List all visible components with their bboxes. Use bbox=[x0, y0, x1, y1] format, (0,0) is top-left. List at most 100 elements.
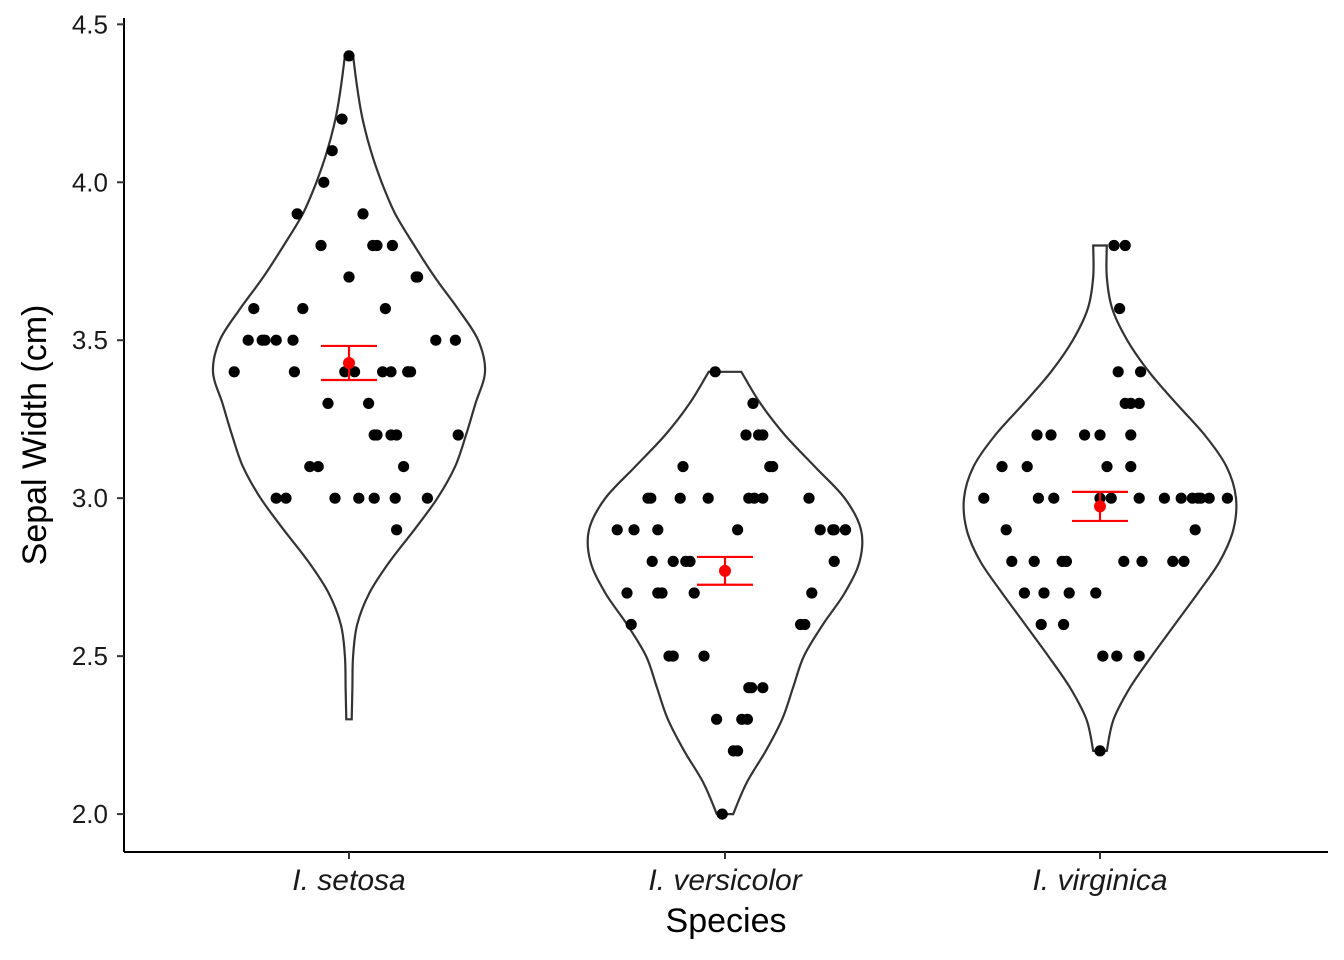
data-point bbox=[688, 587, 700, 599]
data-point bbox=[318, 176, 330, 188]
data-point bbox=[746, 682, 758, 694]
data-point bbox=[421, 492, 433, 504]
data-point bbox=[1133, 650, 1145, 662]
data-point bbox=[228, 366, 240, 378]
data-point bbox=[1167, 555, 1179, 568]
points-layer bbox=[228, 50, 1233, 820]
data-point bbox=[1090, 587, 1102, 599]
x-tick-label: I. versicolor bbox=[648, 864, 802, 897]
data-point bbox=[740, 429, 752, 441]
data-point bbox=[828, 524, 840, 536]
data-point bbox=[667, 555, 679, 568]
data-point bbox=[1021, 461, 1033, 473]
data-point bbox=[1058, 618, 1070, 631]
data-point bbox=[385, 366, 397, 378]
data-point bbox=[716, 808, 728, 820]
data-point bbox=[667, 650, 679, 662]
data-point bbox=[449, 334, 461, 346]
data-point bbox=[297, 303, 309, 315]
y-tick-label: 4.5 bbox=[72, 9, 108, 39]
data-point bbox=[1038, 587, 1050, 599]
data-point bbox=[288, 366, 300, 378]
data-point bbox=[1114, 303, 1126, 315]
data-point bbox=[1101, 461, 1113, 473]
data-point bbox=[611, 524, 623, 536]
data-point bbox=[405, 366, 417, 378]
y-tick-label: 2.5 bbox=[72, 641, 108, 671]
data-point bbox=[430, 334, 442, 346]
data-point bbox=[1203, 492, 1215, 504]
y-tick-label: 2.0 bbox=[72, 799, 108, 829]
y-axis-title: Sepal Width (cm) bbox=[16, 305, 54, 566]
violin-1 bbox=[211, 54, 487, 721]
data-point bbox=[1221, 492, 1233, 504]
data-point bbox=[1108, 239, 1120, 252]
data-point bbox=[978, 492, 990, 504]
data-point bbox=[732, 745, 744, 757]
x-tick-label: I. setosa bbox=[292, 864, 405, 897]
data-point bbox=[748, 492, 761, 504]
data-point bbox=[379, 303, 391, 315]
data-point bbox=[709, 366, 721, 378]
data-point bbox=[280, 492, 292, 504]
data-point bbox=[242, 334, 254, 346]
mean-error-layer bbox=[321, 344, 1128, 586]
data-point bbox=[996, 461, 1008, 473]
data-point bbox=[377, 366, 389, 378]
data-point bbox=[757, 429, 769, 441]
y-tick-label: 4.0 bbox=[72, 167, 108, 197]
data-point bbox=[270, 334, 282, 346]
data-point bbox=[1063, 587, 1075, 599]
data-point bbox=[803, 492, 815, 504]
data-point bbox=[1006, 555, 1018, 568]
data-point bbox=[349, 366, 361, 378]
data-point bbox=[1125, 461, 1137, 473]
data-point bbox=[684, 555, 696, 568]
data-point bbox=[1028, 555, 1040, 568]
x-axis-title: Species bbox=[666, 902, 787, 940]
data-point bbox=[645, 492, 657, 504]
data-point bbox=[698, 650, 710, 662]
data-point bbox=[741, 713, 754, 725]
data-point bbox=[1118, 555, 1130, 568]
data-point bbox=[757, 492, 769, 504]
violin-2 bbox=[586, 370, 864, 816]
y-tick-label: 3.5 bbox=[72, 325, 108, 355]
data-point bbox=[814, 524, 826, 536]
data-point bbox=[1000, 524, 1012, 536]
data-point bbox=[1094, 745, 1106, 757]
data-point bbox=[702, 492, 714, 504]
data-point bbox=[1094, 429, 1106, 441]
data-point bbox=[1125, 397, 1137, 409]
data-point bbox=[357, 208, 369, 220]
data-point bbox=[1133, 492, 1145, 504]
data-point bbox=[1079, 429, 1091, 441]
data-point bbox=[1133, 397, 1145, 409]
data-point bbox=[767, 461, 779, 473]
data-point bbox=[259, 334, 271, 346]
data-point bbox=[389, 492, 401, 504]
data-point bbox=[312, 461, 324, 473]
data-point bbox=[828, 555, 840, 568]
data-point bbox=[322, 397, 334, 409]
data-point bbox=[1136, 555, 1148, 568]
data-point bbox=[656, 587, 668, 599]
data-point bbox=[646, 555, 658, 568]
data-point bbox=[339, 366, 351, 378]
data-point bbox=[1112, 366, 1124, 378]
data-point bbox=[1135, 366, 1147, 378]
data-point bbox=[674, 492, 686, 504]
data-point bbox=[291, 208, 303, 220]
x-tick-label: I. virginica bbox=[1032, 864, 1167, 897]
data-point bbox=[1097, 650, 1109, 662]
data-point bbox=[1175, 492, 1187, 504]
data-point bbox=[711, 713, 723, 725]
mean-point bbox=[1094, 500, 1106, 513]
data-point bbox=[391, 524, 403, 536]
data-point bbox=[1031, 429, 1043, 441]
data-point bbox=[326, 145, 338, 157]
y-ticks: 2.0 2.5 3.0 3.5 4.0 4.5 bbox=[72, 9, 124, 829]
data-point bbox=[1178, 555, 1190, 568]
data-point bbox=[1018, 587, 1030, 599]
